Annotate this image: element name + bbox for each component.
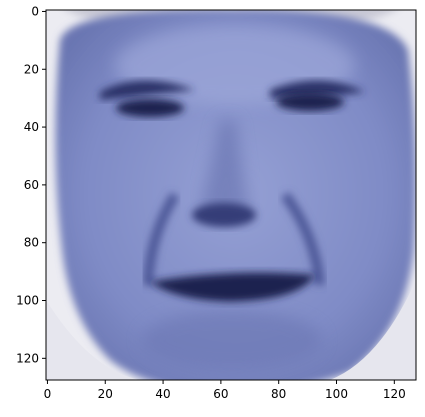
mouth: [150, 272, 315, 302]
nose-shadow: [200, 120, 250, 219]
y-tick-label: 20: [24, 62, 39, 76]
y-tick-label: 40: [24, 120, 39, 134]
y-tick-label: 0: [31, 4, 39, 18]
y-tick-label: 100: [16, 294, 39, 308]
x-tick-label: 120: [383, 387, 406, 401]
y-axis: 0 20 40 60 80 100 120: [16, 4, 46, 365]
left-cheek-fold: [143, 192, 180, 286]
x-tick-label: 0: [44, 387, 52, 401]
face-image: [46, 10, 416, 380]
left-eye: [116, 99, 184, 117]
axes-frame: [45, 9, 417, 381]
right-cheek-fold: [280, 192, 325, 286]
x-tick-label: 60: [213, 387, 228, 401]
right-brow: [270, 80, 365, 98]
x-tick-label: 80: [271, 387, 286, 401]
chin-shadow: [142, 310, 322, 370]
left-brow: [100, 80, 195, 100]
y-tick-label: 120: [16, 351, 39, 365]
x-tick-label: 40: [155, 387, 170, 401]
x-axis: 0 20 40 60 80 100 120: [44, 380, 406, 401]
collar: [46, 300, 140, 380]
y-tick-label: 80: [24, 236, 39, 250]
x-tick-label: 100: [325, 387, 348, 401]
collar-right: [330, 280, 416, 380]
right-eye: [276, 93, 344, 111]
y-tick-label: 60: [24, 178, 39, 192]
x-tick-label: 20: [98, 387, 113, 401]
nose-tip: [192, 203, 256, 227]
